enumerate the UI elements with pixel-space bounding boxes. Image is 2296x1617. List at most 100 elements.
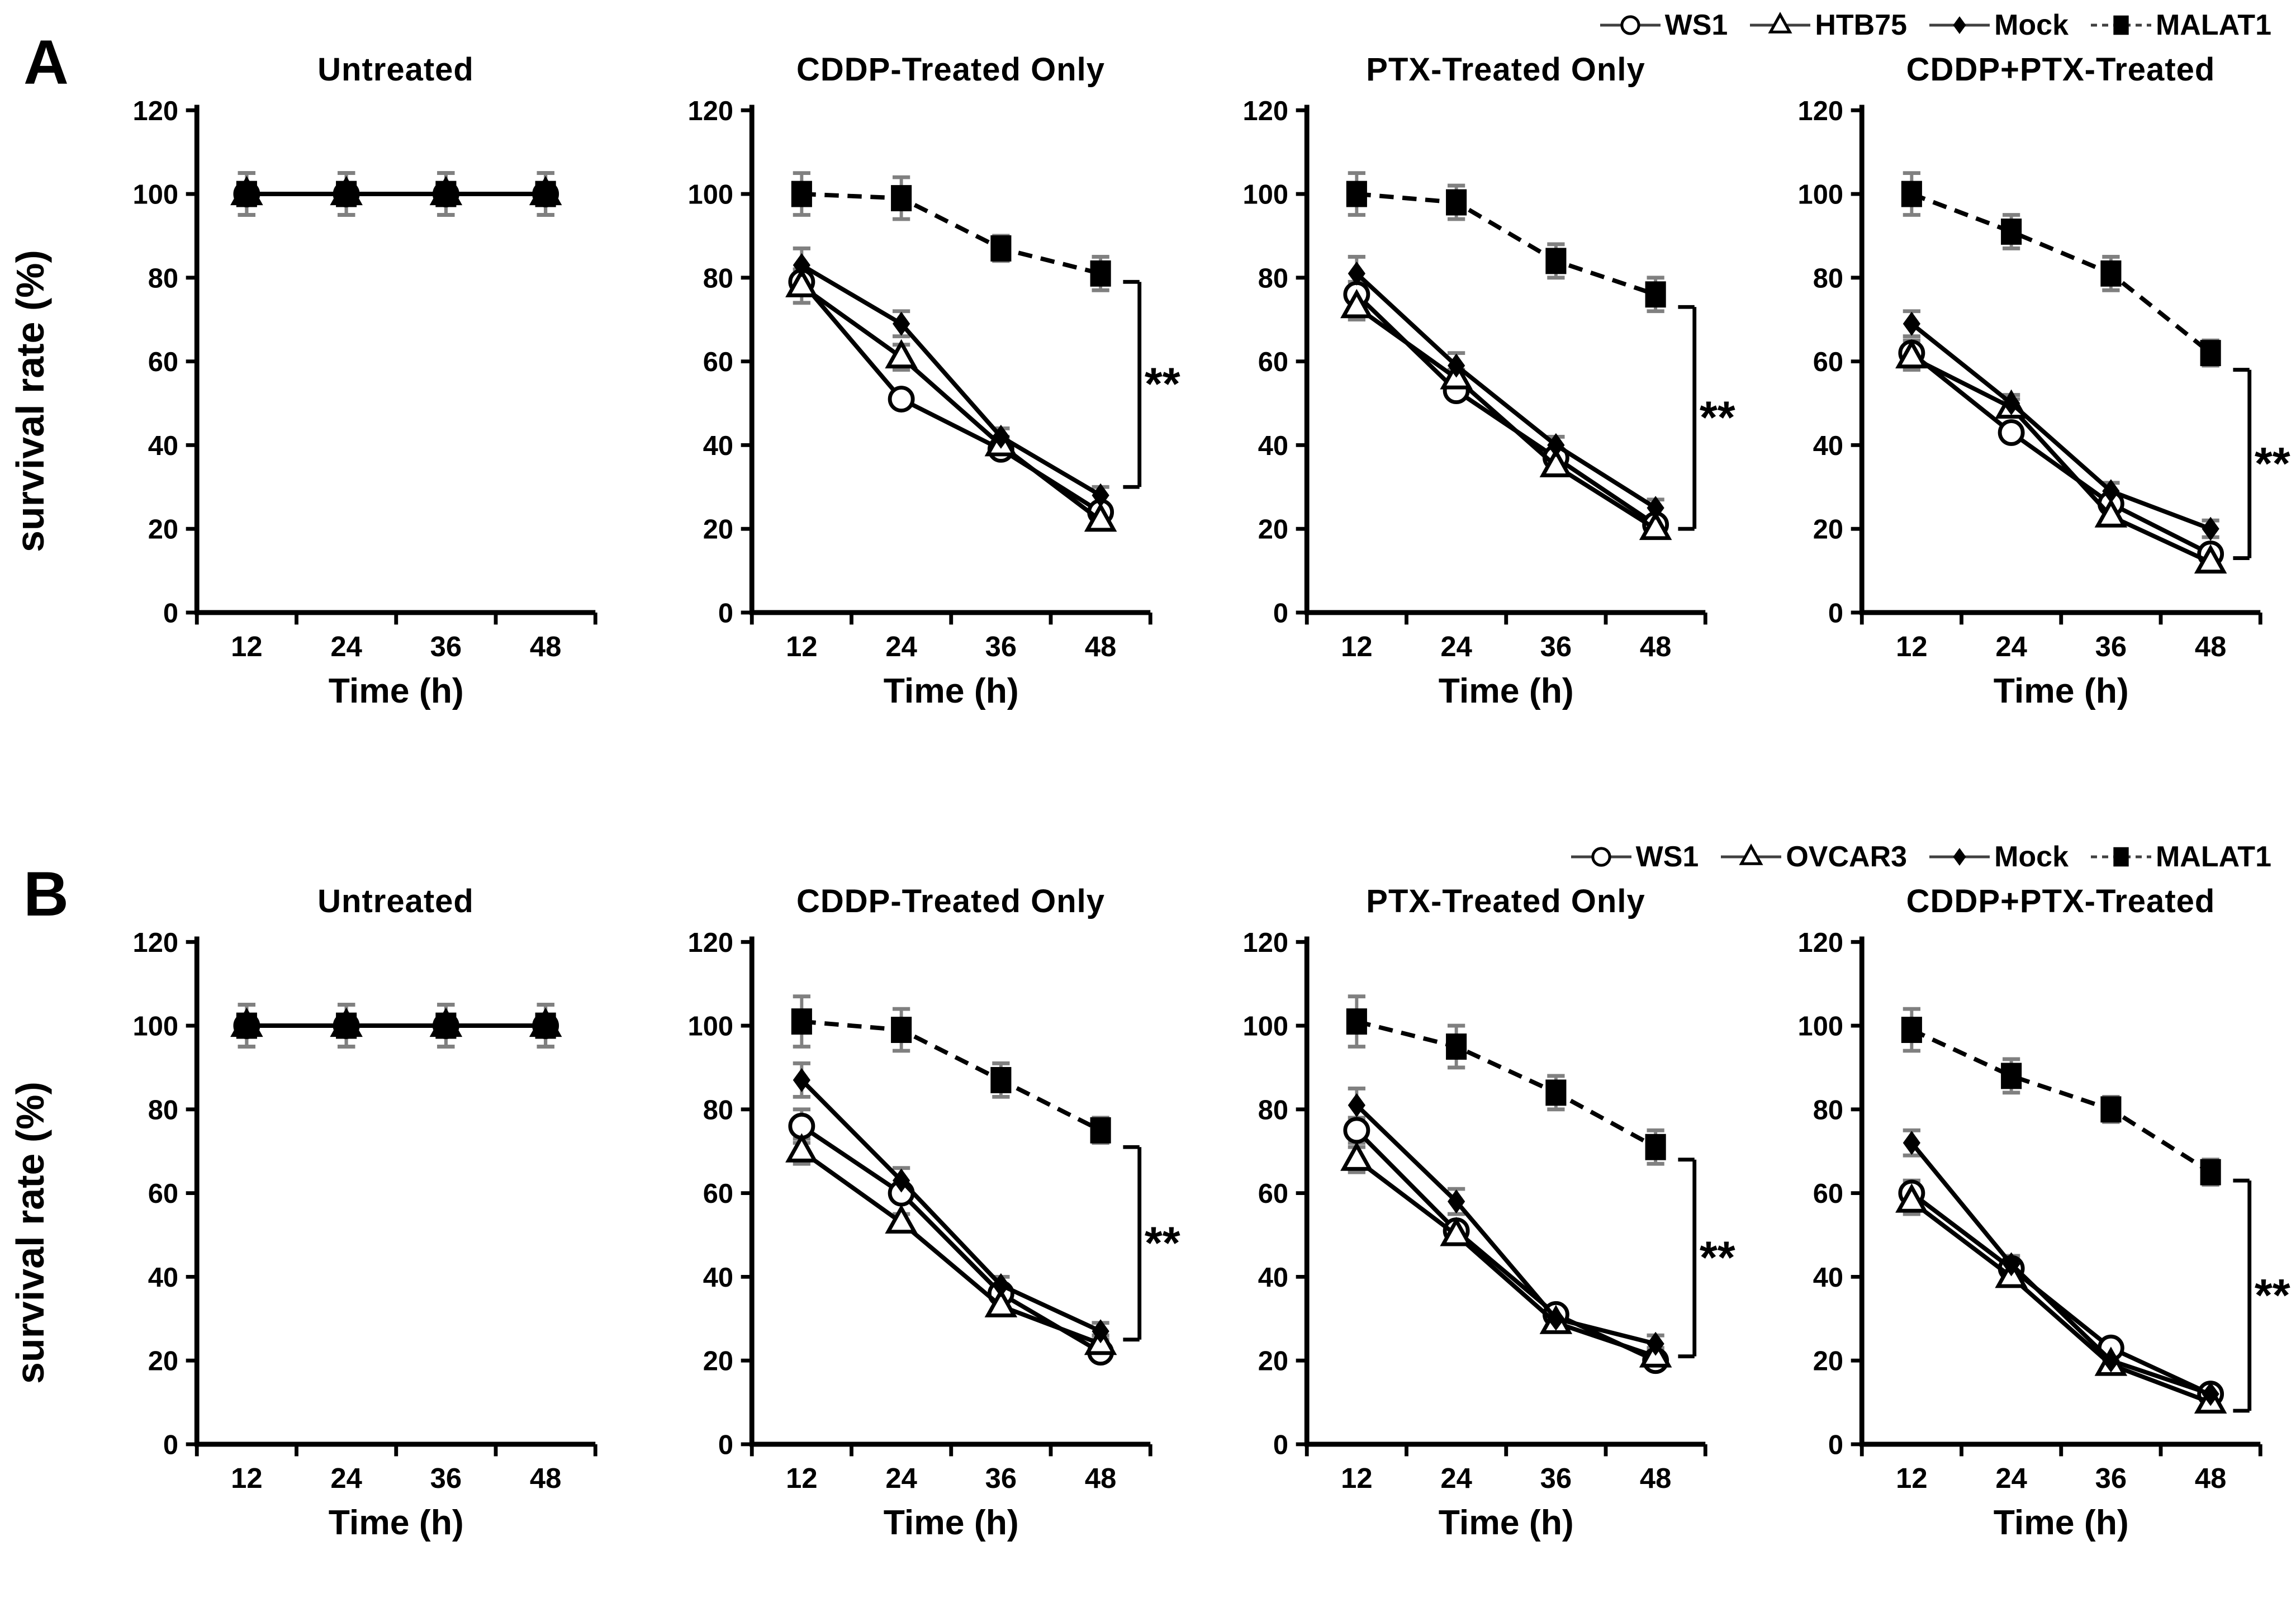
svg-text:12: 12 — [1896, 1462, 1927, 1494]
svg-text:100: 100 — [1798, 180, 1843, 210]
svg-text:24: 24 — [1995, 630, 2027, 662]
svg-text:24: 24 — [1440, 630, 1472, 662]
legend-item-ws1: WS1 — [1570, 840, 1699, 874]
svg-text:24: 24 — [1995, 1462, 2027, 1494]
svg-text:Time (h): Time (h) — [329, 671, 464, 710]
svg-text:100: 100 — [688, 180, 733, 210]
svg-text:12: 12 — [231, 1462, 262, 1494]
survival-plot-svg: 0 20 40 60 80 100 120 12 24 36 48 Time (h) ** — [1798, 928, 2290, 1542]
svg-text:36: 36 — [1540, 1462, 1572, 1494]
svg-text:40: 40 — [703, 1263, 733, 1293]
svg-text:36: 36 — [1540, 630, 1572, 662]
survival-plot-svg: 0 20 40 60 80 100 120 12 24 36 48 Time (h) ** — [688, 928, 1180, 1542]
chart-b-ptx: PTX-Treated Only 0 20 40 60 80 100 120 12 24 36 48… — [1195, 878, 1735, 1556]
svg-text:0: 0 — [163, 1430, 178, 1460]
significance-stars: ** — [2255, 438, 2290, 489]
panel-label-a: A — [23, 27, 69, 97]
svg-text:60: 60 — [1813, 1179, 1843, 1209]
survival-plot-svg: 0 20 40 60 80 100 120 12 24 36 48 Time (h) — [133, 928, 597, 1542]
svg-text:36: 36 — [430, 1462, 462, 1494]
svg-text:80: 80 — [1813, 263, 1843, 293]
legend-marker-open-triangle-icon — [1721, 843, 1782, 865]
svg-text:60: 60 — [1258, 347, 1288, 377]
svg-text:80: 80 — [703, 1095, 733, 1125]
svg-text:24: 24 — [330, 630, 362, 662]
svg-text:80: 80 — [148, 1095, 178, 1125]
svg-text:12: 12 — [1896, 630, 1927, 662]
svg-text:36: 36 — [430, 630, 462, 662]
chart-a-untreated: Untreated 0 20 40 60 80 100 120 12 24 36 48 Time (h… — [85, 46, 625, 724]
svg-text:60: 60 — [703, 347, 733, 377]
svg-text:80: 80 — [1258, 1095, 1288, 1125]
legend-marker-open-circle-icon — [1571, 847, 1631, 867]
svg-text:40: 40 — [703, 431, 733, 461]
svg-text:20: 20 — [148, 1346, 178, 1377]
svg-text:12: 12 — [1341, 1462, 1372, 1494]
svg-text:0: 0 — [718, 1430, 733, 1460]
svg-text:80: 80 — [1258, 263, 1288, 293]
significance-stars: ** — [1700, 392, 1735, 443]
svg-text:100: 100 — [1798, 1012, 1843, 1042]
y-axis-label-a: survival rate (%) — [8, 250, 52, 553]
significance-stars: ** — [1145, 359, 1180, 410]
svg-text:120: 120 — [1798, 96, 1843, 126]
svg-text:24: 24 — [885, 1462, 917, 1494]
svg-text:0: 0 — [718, 599, 733, 629]
svg-text:48: 48 — [530, 1462, 561, 1494]
svg-text:20: 20 — [1813, 515, 1843, 545]
survival-plot-svg: 0 20 40 60 80 100 120 12 24 36 48 Time (h) ** — [1243, 96, 1735, 710]
svg-text:12: 12 — [1341, 630, 1372, 662]
svg-text:24: 24 — [1440, 1462, 1472, 1494]
svg-text:120: 120 — [688, 928, 733, 958]
svg-text:100: 100 — [1243, 1012, 1288, 1042]
legend-label: MALAT1 — [2155, 841, 2271, 873]
legend-b: WS1 OVCAR3 Mock MALAT1 — [0, 836, 2296, 878]
svg-text:60: 60 — [703, 1179, 733, 1209]
svg-text:0: 0 — [1273, 599, 1288, 629]
svg-text:0: 0 — [1273, 1430, 1288, 1460]
svg-text:0: 0 — [1828, 1430, 1843, 1460]
survival-plot-svg: 0 20 40 60 80 100 120 12 24 36 48 Time (h) — [133, 96, 597, 710]
svg-text:40: 40 — [1813, 1263, 1843, 1293]
svg-text:40: 40 — [148, 1263, 178, 1293]
svg-text:Time (h): Time (h) — [1994, 671, 2129, 710]
legend-label: HTB75 — [1815, 9, 1908, 41]
legend-marker-filled-square-icon — [2090, 15, 2151, 35]
svg-text:0: 0 — [1828, 599, 1843, 629]
svg-text:20: 20 — [703, 515, 733, 545]
chart-title: CDDP+PTX-Treated — [1906, 51, 2216, 88]
chart-title: CDDP-Treated Only — [796, 883, 1105, 919]
chart-b-cddp: CDDP-Treated Only 0 20 40 60 80 100 120 12 24 36 4… — [640, 878, 1180, 1556]
legend-marker-filled-square-icon — [2090, 847, 2151, 867]
chart-a-cddp: CDDP-Treated Only 0 20 40 60 80 100 120 12 24 36 4… — [640, 46, 1180, 724]
svg-text:120: 120 — [1243, 928, 1288, 958]
significance-stars: ** — [2255, 1270, 2290, 1321]
svg-text:36: 36 — [2095, 630, 2127, 662]
survival-plot-svg: 0 20 40 60 80 100 120 12 24 36 48 Time (h) ** — [1243, 928, 1735, 1542]
legend-label: Mock — [1994, 841, 2069, 873]
svg-text:20: 20 — [1258, 515, 1288, 545]
svg-text:20: 20 — [1258, 1346, 1288, 1377]
legend-label: MALAT1 — [2155, 9, 2271, 41]
svg-text:Time (h): Time (h) — [1439, 1503, 1574, 1542]
chart-title: Untreated — [317, 883, 474, 919]
svg-text:12: 12 — [786, 630, 817, 662]
svg-text:Time (h): Time (h) — [884, 1503, 1019, 1542]
charts-row-a: Untreated 0 20 40 60 80 100 120 12 24 36 48 Time (h… — [0, 46, 2296, 724]
panel-b: WS1 OVCAR3 Mock MALAT1 B survival rate (%) … — [0, 836, 2296, 1556]
legend-marker-open-circle-icon — [1600, 15, 1661, 35]
svg-text:60: 60 — [148, 1179, 178, 1209]
legend-label: WS1 — [1664, 9, 1728, 41]
svg-text:120: 120 — [1243, 96, 1288, 126]
legend-marker-filled-diamond-icon — [1929, 16, 1990, 34]
svg-text:100: 100 — [1243, 180, 1288, 210]
y-axis-label-b: survival rate (%) — [8, 1082, 52, 1384]
svg-text:100: 100 — [133, 180, 178, 210]
legend-marker-filled-diamond-icon — [1929, 848, 1990, 866]
chart-title: PTX-Treated Only — [1366, 883, 1645, 919]
legend-label: OVCAR3 — [1786, 841, 1908, 873]
chart-a-ptx: PTX-Treated Only 0 20 40 60 80 100 120 12 24 36 48… — [1195, 46, 1735, 724]
legend-item-ws1: WS1 — [1599, 8, 1728, 42]
svg-text:36: 36 — [985, 630, 1017, 662]
svg-text:120: 120 — [133, 96, 178, 126]
